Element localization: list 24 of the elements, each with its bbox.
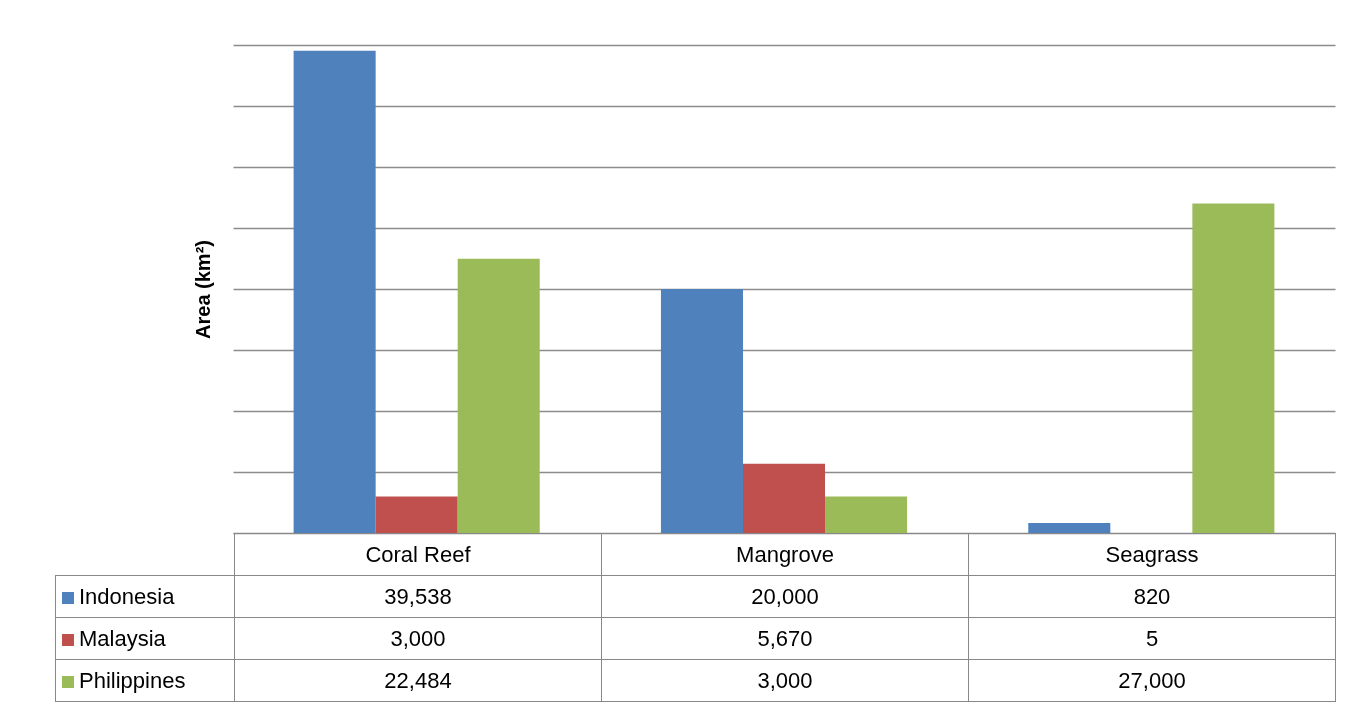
- x-tick-label: Seagrass: [968, 533, 1336, 576]
- bar: [660, 289, 743, 533]
- data-label: 20,000: [601, 575, 969, 618]
- data-label: 27,000: [968, 659, 1336, 702]
- data-label: 5: [968, 617, 1336, 660]
- bar: [742, 463, 826, 533]
- bar: [293, 50, 376, 533]
- bar: [825, 496, 908, 533]
- data-label: 3,000: [234, 617, 602, 660]
- y-axis-title: Area (km²): [191, 240, 214, 339]
- legend-label: Indonesia: [55, 575, 235, 618]
- data-label: 39,538: [234, 575, 602, 618]
- bar: [1192, 203, 1275, 533]
- data-label: 820: [968, 575, 1336, 618]
- data-label: 3,000: [601, 659, 969, 702]
- data-label: 22,484: [234, 659, 602, 702]
- x-tick-label: Mangrove: [601, 533, 969, 576]
- bar: [375, 496, 458, 533]
- x-tick-label: Coral Reef: [234, 533, 602, 576]
- legend-label: Philippines: [55, 659, 235, 702]
- legend-label: Malaysia: [55, 617, 235, 660]
- data-label: 5,670: [601, 617, 969, 660]
- bar: [457, 258, 540, 533]
- bar: [1028, 523, 1111, 533]
